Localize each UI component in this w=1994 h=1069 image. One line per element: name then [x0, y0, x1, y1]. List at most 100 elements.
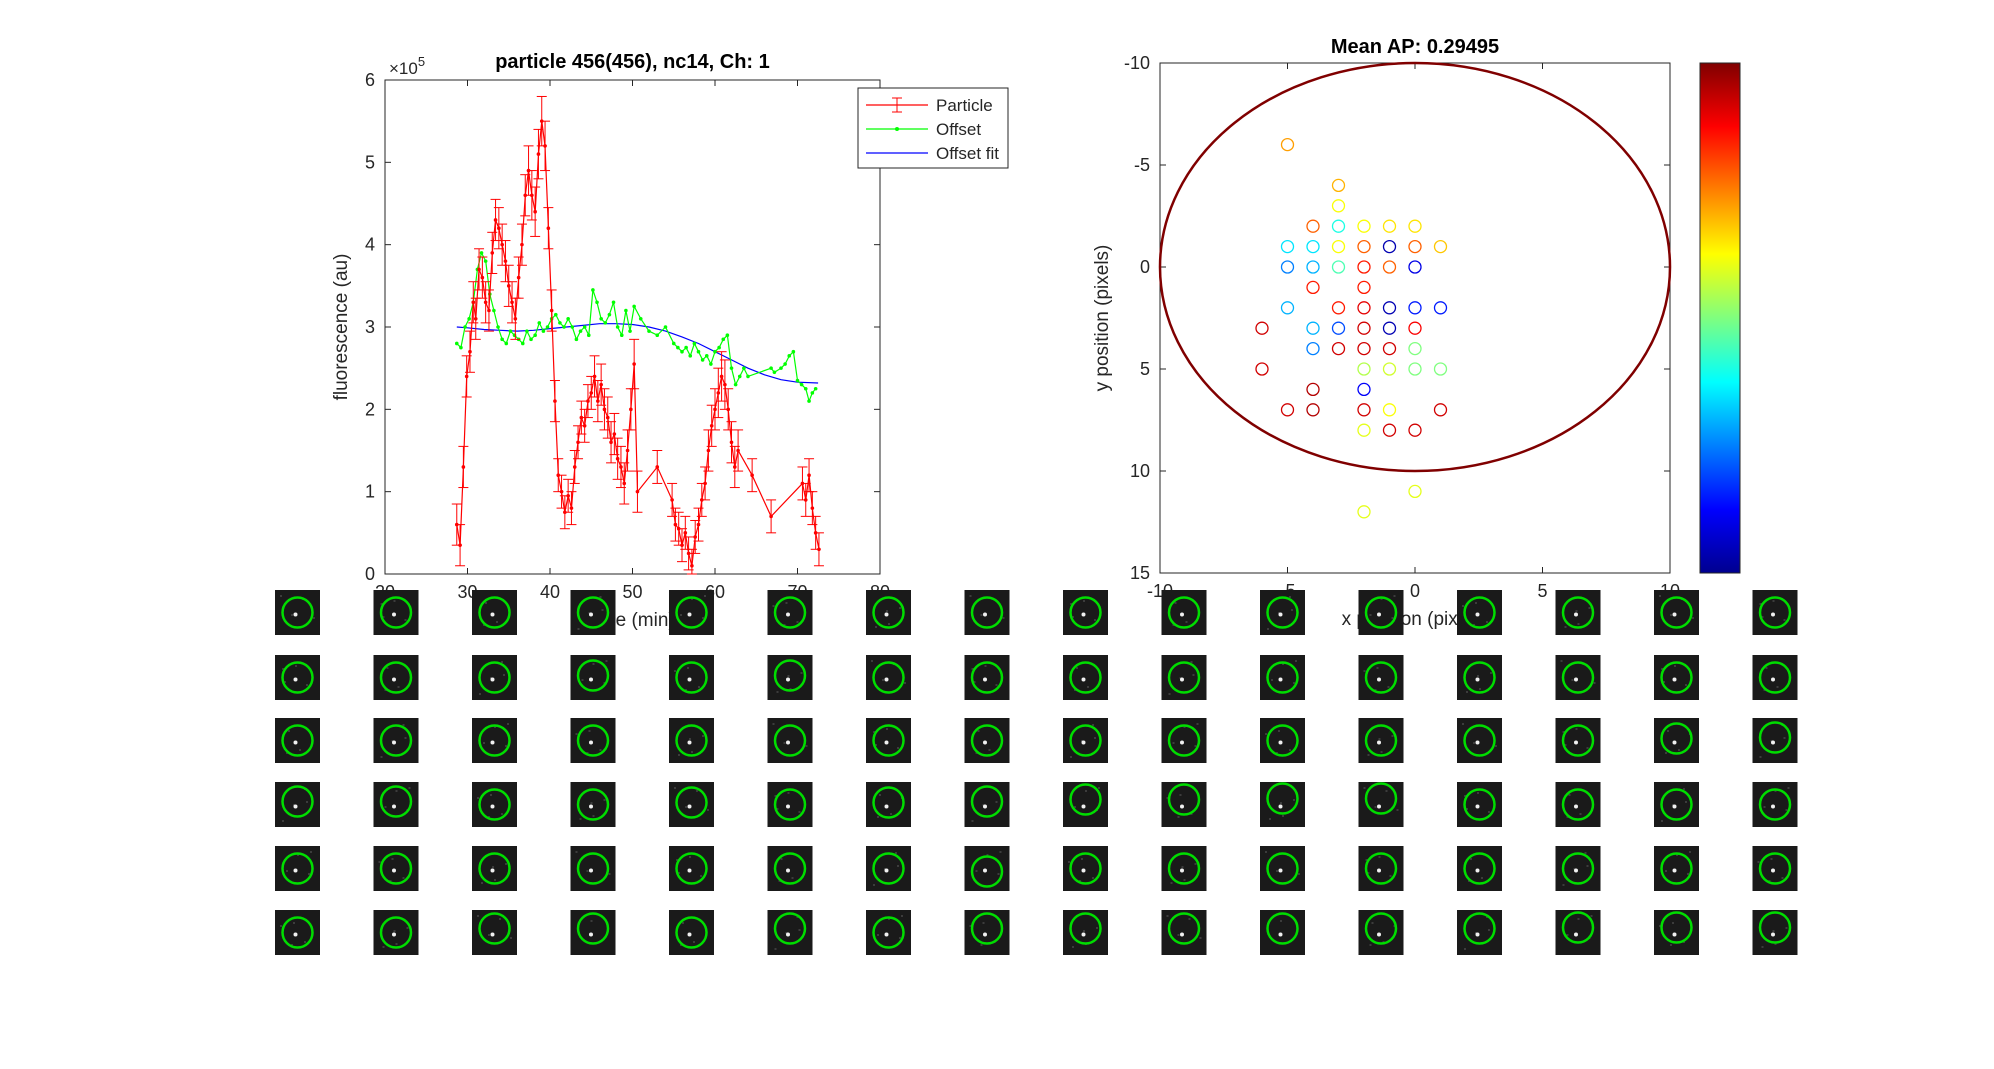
data-point [622, 481, 627, 486]
position-point [1382, 423, 1397, 437]
data-point [686, 551, 691, 556]
thumbnail-noise [1676, 854, 1678, 856]
spot-circle [1561, 852, 1595, 885]
thumbnail-noise [1190, 813, 1193, 815]
data-point [725, 333, 730, 338]
spot-circle [1561, 724, 1595, 757]
thumbnail-noise [879, 794, 881, 796]
thumbnail-noise [286, 870, 288, 872]
data-point [586, 333, 591, 338]
spot [490, 868, 495, 873]
position-point [1408, 219, 1422, 233]
spot-thumbnail [1358, 782, 1404, 827]
thumbnail-noise [1464, 795, 1466, 797]
data-point [692, 341, 697, 346]
position-point [1306, 260, 1320, 274]
thumbnail-noise [291, 614, 293, 616]
x-tick-label: 5 [1537, 581, 1547, 601]
spot-thumbnail [1555, 846, 1601, 891]
spot-circle [379, 596, 413, 629]
spot [1278, 868, 1283, 873]
thumbnail-noise [1761, 616, 1764, 618]
legend-label: Particle [936, 96, 993, 115]
data-point [632, 304, 636, 309]
spot-thumbnail [964, 655, 1010, 700]
thumbnail-noise [393, 600, 396, 602]
thumbnail-noise [1393, 595, 1396, 597]
thumbnail-noise [988, 749, 991, 751]
spot [1475, 932, 1480, 937]
spot-thumbnail [373, 846, 419, 891]
y-tick-label: 4 [365, 235, 375, 255]
thumbnail-noise [384, 806, 387, 808]
spot [1377, 677, 1381, 682]
spot-circle [872, 852, 905, 885]
spot [786, 740, 790, 745]
spot-circle [1660, 722, 1693, 755]
data-point [670, 498, 674, 502]
thumbnail-noise [995, 684, 998, 686]
data-point [733, 382, 738, 387]
spot-thumbnail [767, 910, 813, 955]
thumbnail-noise [380, 756, 383, 758]
spot-thumbnail [669, 782, 714, 827]
data-point [799, 382, 804, 387]
data-point [510, 300, 514, 305]
spot [786, 804, 790, 809]
spot [1180, 804, 1184, 809]
spot [1475, 868, 1480, 873]
x-tick-label: 40 [540, 582, 560, 602]
data-point [558, 321, 562, 325]
spot-circle [1167, 661, 1201, 694]
thumbnail-noise [772, 723, 775, 725]
thumbnail-noise [581, 679, 584, 681]
data-point [713, 349, 717, 354]
thumbnail-noise [982, 804, 985, 806]
thumbnail-noise [393, 930, 396, 932]
thumbnail-noise [1466, 691, 1468, 693]
spot [687, 804, 692, 809]
spot-circle [1167, 596, 1201, 629]
thumbnail-noise [693, 941, 695, 943]
data-point [559, 489, 564, 494]
thumbnail-noise [1098, 787, 1100, 789]
position-point [1382, 362, 1397, 376]
spot [293, 612, 298, 617]
data-point [599, 316, 603, 321]
spot-thumbnail [275, 910, 320, 955]
thumbnail-noise [685, 689, 687, 691]
thumbnail-image [1063, 782, 1108, 827]
spot-circle [1069, 912, 1102, 945]
spot-thumbnail [1161, 782, 1207, 827]
spot [1278, 612, 1283, 617]
data-point [572, 465, 577, 469]
data-point [607, 312, 612, 317]
thumbnail-noise [395, 943, 398, 945]
thumbnail-noise [1475, 932, 1477, 934]
thumbnail-noise [1289, 596, 1291, 598]
data-point [596, 399, 600, 403]
thumbnail-noise [886, 728, 888, 730]
spot-circle [1364, 782, 1398, 815]
position-point [1408, 341, 1422, 356]
data-point [570, 325, 575, 329]
spot-circle [1069, 661, 1102, 694]
data-point [506, 284, 511, 288]
thumbnail-noise [1081, 858, 1083, 860]
spot-circle [281, 661, 314, 694]
thumbnail-noise [1376, 667, 1379, 669]
thumbnail-noise [1194, 863, 1197, 865]
data-point [783, 362, 787, 366]
thumbnail-noise [380, 603, 383, 605]
position-point [1382, 260, 1397, 274]
spot-thumbnail [275, 718, 320, 763]
thumbnail-noise [1685, 801, 1687, 803]
spot-thumbnail [1358, 718, 1404, 763]
spot [1771, 804, 1775, 809]
position-point [1357, 280, 1371, 295]
data-point [483, 259, 488, 263]
thumbnail-noise [501, 661, 503, 663]
thumbnail-noise [1076, 667, 1078, 669]
spot-circle [1266, 724, 1299, 757]
spot-circle [576, 724, 610, 757]
